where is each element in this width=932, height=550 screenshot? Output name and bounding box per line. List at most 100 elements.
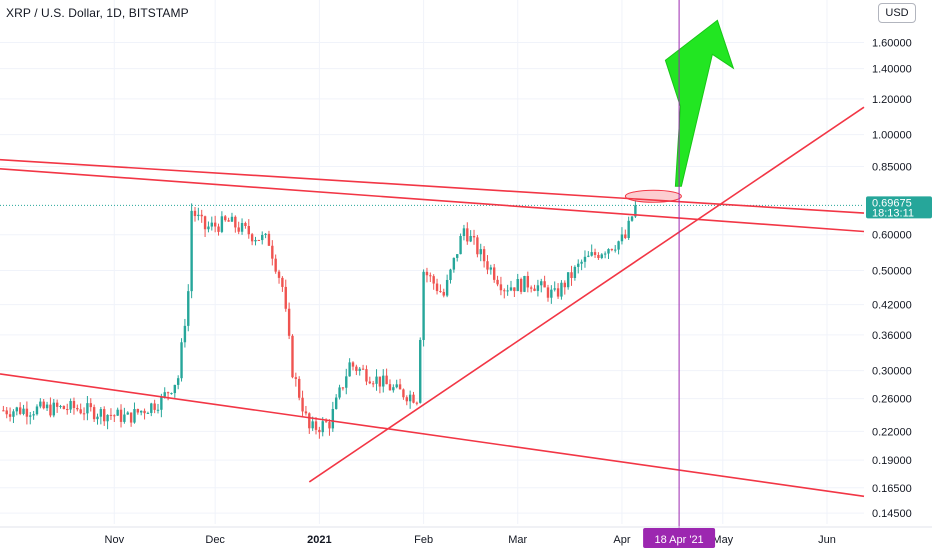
candle-body [519,279,523,292]
candle-body [405,397,408,402]
candle-body [291,335,294,378]
candle-body [382,375,385,387]
candle-body [103,409,106,422]
candle-body [237,227,240,232]
candle-body [66,409,69,411]
candle-body [109,414,113,416]
candle-body [445,279,449,296]
candle-body [419,339,422,403]
candle-body [318,429,321,433]
candle-body [449,269,452,280]
price-tick-label: 0.22000 [872,426,912,438]
candle-body [18,407,22,414]
candle-body [224,216,227,221]
candle-body [156,409,160,411]
candle-body [261,234,264,241]
candle-body [566,272,570,288]
candle-body [146,412,150,414]
candle-body [543,281,546,288]
candle-body [234,216,237,228]
price-tick-label: 0.50000 [872,265,912,277]
candle-body [203,216,207,230]
candle-body [402,389,405,398]
candle-body [190,210,193,292]
price-tick-label: 0.60000 [872,230,912,242]
candle-body [573,266,577,278]
candle-body [583,256,587,262]
price-tick-label: 0.42000 [872,300,912,312]
candle-body [553,288,556,290]
last-price-label: 0.69675 [872,197,912,209]
candle-body [254,240,257,242]
candle-body [8,414,12,417]
candle-body [183,325,187,343]
candle-body [482,249,486,262]
candle-body [99,409,103,417]
candle-body [92,407,96,420]
candle-body [89,403,92,408]
currency-button[interactable]: USD [878,3,916,23]
candle-body [69,401,72,410]
candle-body [597,254,600,258]
candle-body [5,410,8,415]
candle-body [32,414,35,416]
candle-body [398,384,402,390]
candle-body [267,233,271,246]
date-marker-label: 18 Apr '21 [654,534,703,546]
candle-body [371,383,375,385]
candle-body [12,411,15,417]
date-marker-badge [643,528,716,548]
price-tick-label: 0.36000 [872,330,912,342]
candle-body [560,282,563,297]
trendlines[interactable] [0,106,865,498]
candle-body [62,405,66,410]
highlight-ellipse[interactable] [624,189,682,203]
candle-body [284,286,287,309]
trendline[interactable] [0,373,865,498]
time-tick-label: May [712,534,733,546]
price-axis[interactable]: 1.60000 1.40000 1.20000 1.00000 0.85000 0.600… [866,37,932,520]
candle-body [153,403,156,410]
price-tick-label: 0.85000 [872,161,912,173]
candle-body [627,220,630,239]
candle-body [200,214,203,217]
trendline[interactable] [308,106,865,483]
time-axis[interactable]: Nov Dec 2021 Feb Mar Apr May Jun 18 Apr '21 [0,526,932,548]
candle-body [264,233,267,235]
up-arrow[interactable] [664,19,735,187]
candle-body [587,255,590,257]
candle-body [314,421,318,430]
candle-body [52,402,55,416]
candle-body [79,409,82,414]
candle-body [35,406,39,415]
price-tick-label: 0.16500 [872,483,912,495]
candle-body [439,291,442,293]
candle-body [432,276,435,284]
trendline[interactable] [0,167,865,233]
candle-body [321,421,324,433]
candle-body [550,289,553,298]
candle-body [82,413,86,415]
annotations[interactable] [624,0,735,528]
candle-body [523,275,526,292]
candle-body [129,412,133,423]
candle-body [277,271,281,278]
price-tick-label: 0.30000 [872,366,912,378]
candle-body [385,375,388,385]
candle-body [529,287,533,289]
candle-body [489,267,493,270]
candle-body [123,414,126,422]
candle-body [499,284,503,291]
candle-body [96,416,99,420]
candle-body [334,397,338,409]
candle-body [160,396,163,410]
candle-body [506,290,509,292]
candle-body [220,216,224,232]
candle-body [106,414,109,422]
candle-body [540,281,543,286]
candle-body [361,368,365,370]
candle-body [193,210,197,217]
candle-body [240,223,244,232]
candle-body [331,408,335,429]
